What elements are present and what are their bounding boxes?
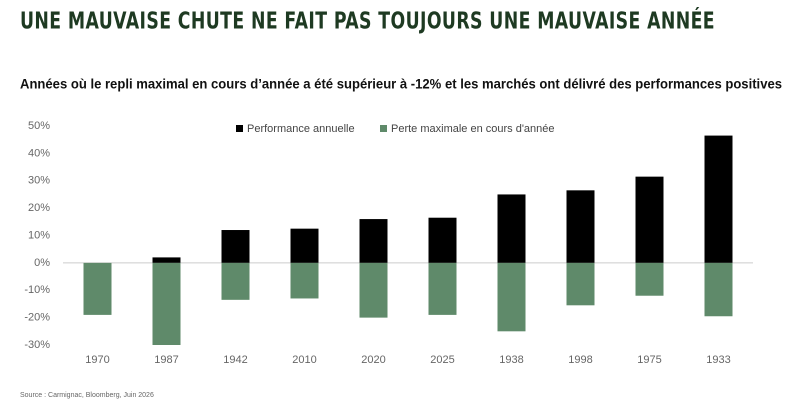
y-tick-label: -30% xyxy=(24,339,50,351)
x-tick-label: 1938 xyxy=(499,354,523,366)
bar xyxy=(359,219,388,263)
y-tick-label: 0% xyxy=(34,257,50,269)
bar xyxy=(704,262,733,317)
source: Source : Carmignac, Bloomberg, Juin 2026 xyxy=(20,392,154,399)
bar xyxy=(83,262,112,315)
y-tick-label: -10% xyxy=(24,284,50,296)
bar xyxy=(221,230,250,263)
x-tick-label: 1987 xyxy=(154,354,178,366)
legend-swatch xyxy=(380,125,387,132)
y-tick-label: 50% xyxy=(28,120,50,132)
bar xyxy=(635,262,664,296)
y-tick-label: 10% xyxy=(28,229,50,241)
x-tick-label: 1970 xyxy=(85,354,109,366)
x-tick-label: 1998 xyxy=(568,354,592,366)
x-tick-label: 2025 xyxy=(430,354,454,366)
bar xyxy=(152,262,181,345)
y-tick-label: 20% xyxy=(28,202,50,214)
bar xyxy=(359,262,388,318)
y-tick-label: 30% xyxy=(28,175,50,187)
bar xyxy=(497,262,526,332)
x-tick-label: 2010 xyxy=(292,354,316,366)
bar xyxy=(566,262,595,306)
x-tick-label: 1933 xyxy=(706,354,730,366)
chart-title: UNE MAUVAISE CHUTE NE FAIT PAS TOUJOURS … xyxy=(20,7,715,35)
x-tick-label: 1975 xyxy=(637,354,661,366)
bar xyxy=(497,194,526,263)
bar xyxy=(290,262,319,299)
bar xyxy=(152,257,181,263)
y-tick-label: 40% xyxy=(28,147,50,159)
bar xyxy=(635,176,664,263)
y-tick-label: -20% xyxy=(24,312,50,324)
legend-swatch xyxy=(236,125,243,132)
bar xyxy=(566,190,595,263)
legend-label: Perte maximale en cours d'année xyxy=(391,123,555,135)
bar xyxy=(290,228,319,263)
bar xyxy=(428,217,457,263)
bar xyxy=(221,262,250,300)
x-tick-label: 2020 xyxy=(361,354,385,366)
bar xyxy=(428,262,457,315)
legend-label: Performance annuelle xyxy=(247,123,355,135)
bar xyxy=(704,135,733,263)
x-tick-label: 1942 xyxy=(223,354,247,366)
chart-subtitle: Années où le repli maximal en cours d’an… xyxy=(20,77,782,92)
